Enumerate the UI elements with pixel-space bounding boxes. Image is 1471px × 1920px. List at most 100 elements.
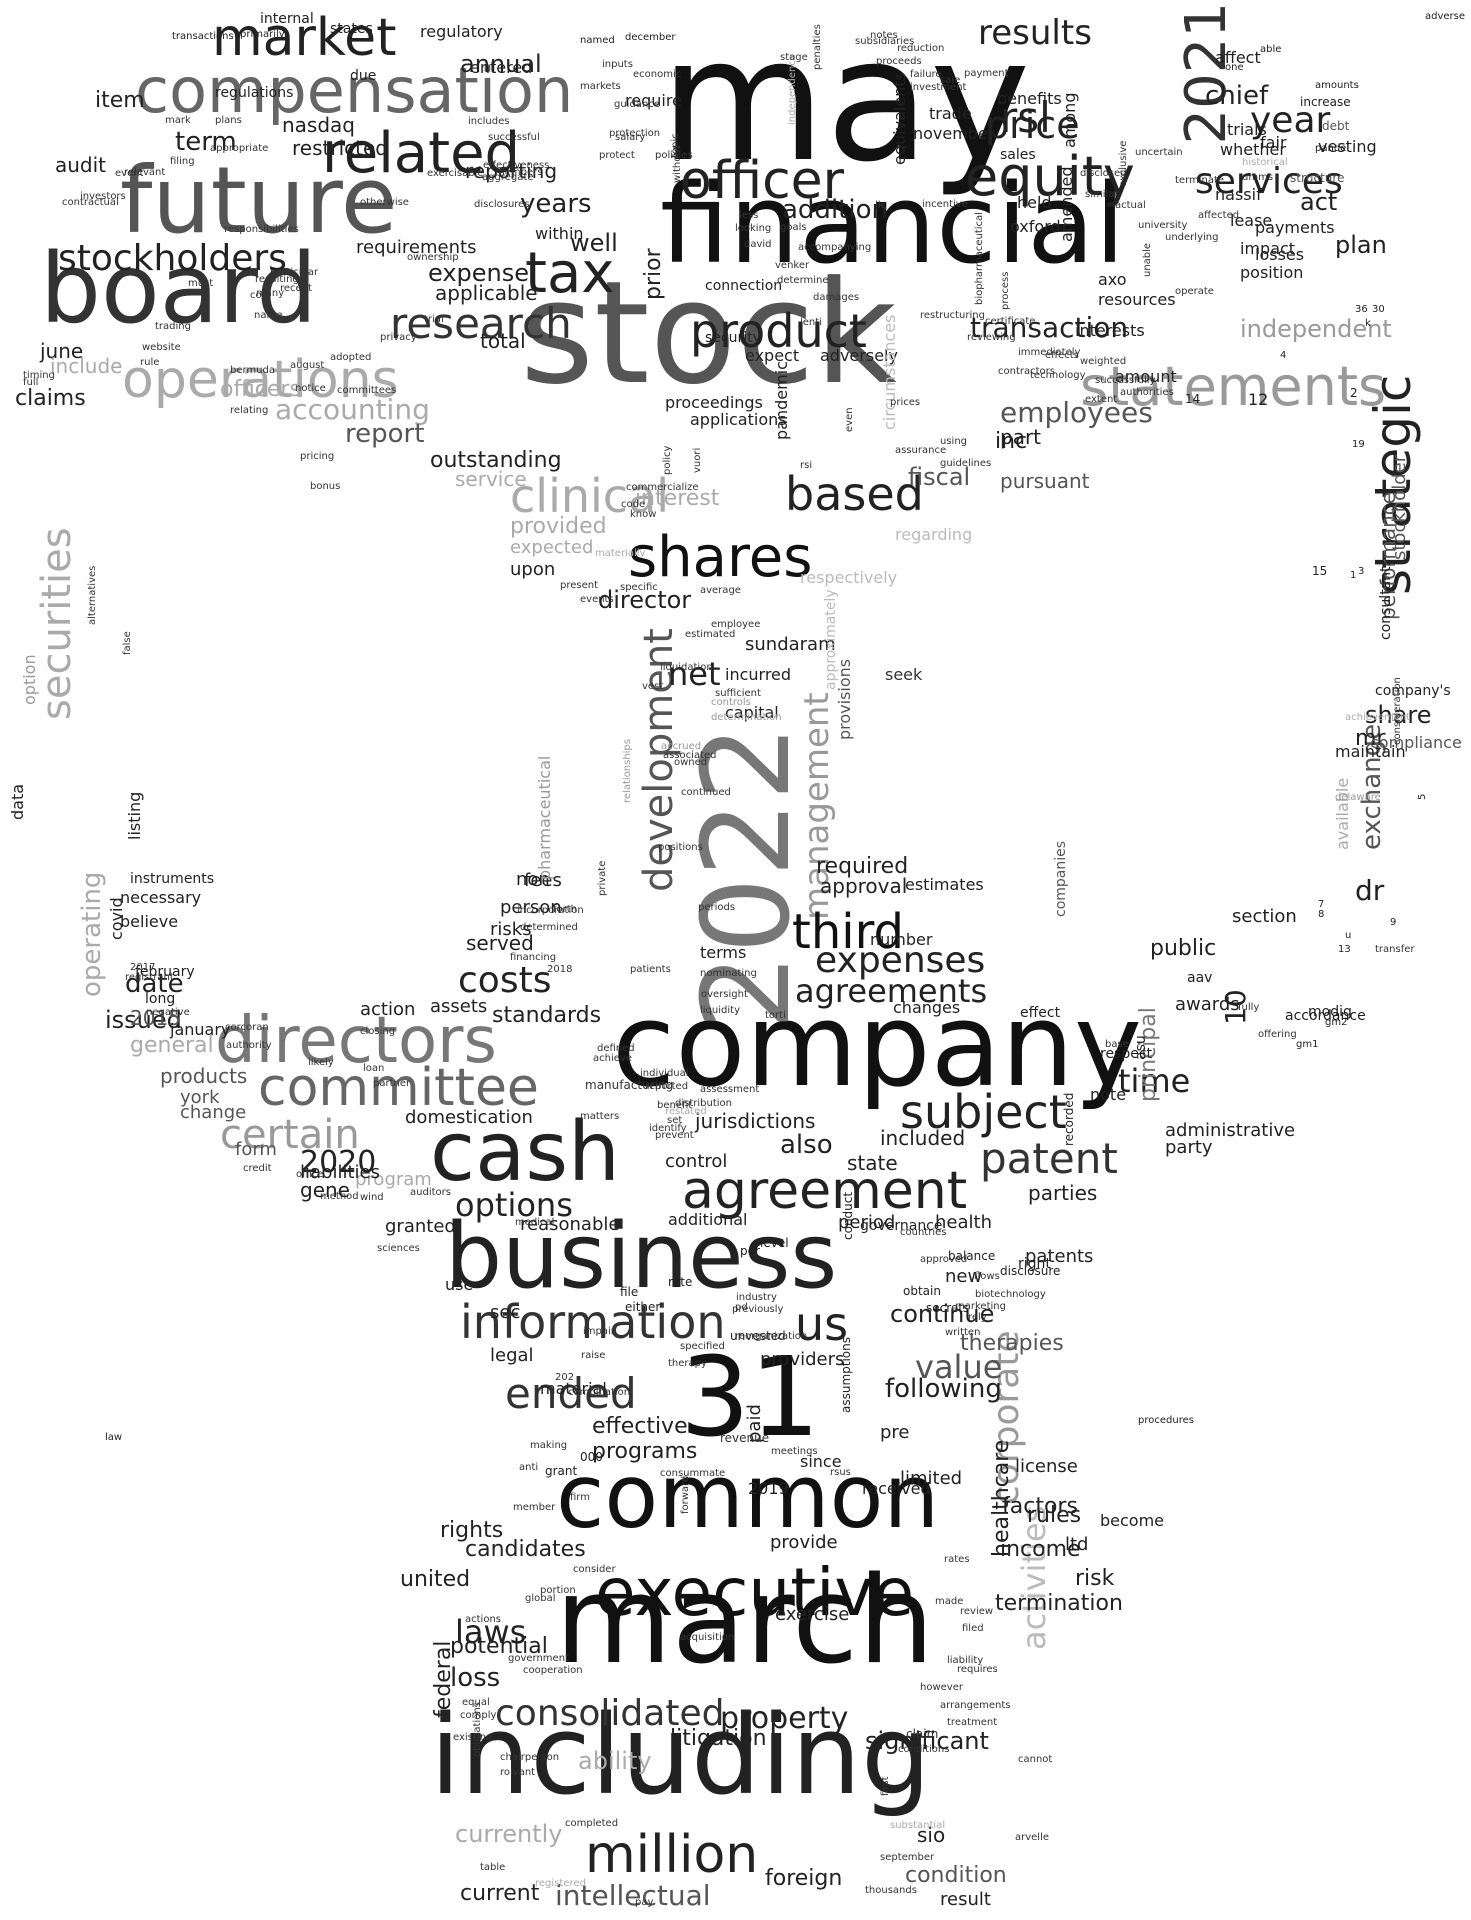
word-market: market	[212, 8, 397, 68]
word-price: price	[985, 103, 1080, 147]
word-grant: grant	[545, 1464, 578, 1478]
word-results: results	[978, 13, 1092, 53]
word-providers: providers	[760, 1349, 844, 1370]
word-approved: approved	[920, 1254, 967, 1265]
word-vuori: vuori	[692, 448, 703, 473]
word-ownership: ownership	[407, 252, 459, 263]
word-marketing: marketing	[955, 1301, 1006, 1312]
word-gm2: gm2	[1325, 1017, 1347, 1028]
word-independent: independent	[1240, 315, 1392, 343]
word-factors: factors	[1002, 1494, 1078, 1519]
word-reasonable: reasonable	[520, 1214, 619, 1235]
word-written: written	[945, 1327, 980, 1338]
word-reduction: reduction	[897, 43, 944, 54]
word-intellectual: intellectual	[555, 1879, 711, 1912]
word-trials: trials	[1227, 120, 1267, 139]
word-average: average	[700, 585, 741, 596]
word-services: services	[1195, 161, 1343, 202]
word-protection: protection	[609, 128, 660, 139]
word-years: years	[520, 189, 592, 219]
word-chief: chief	[1205, 81, 1269, 111]
word-4: 4	[1280, 350, 1286, 361]
word-reporting: reporting	[465, 159, 557, 183]
word-trial: trial	[424, 314, 444, 325]
word-necessary: necessary	[120, 888, 201, 907]
word-pharmaceutical: pharmaceutical	[535, 756, 554, 880]
word-current: current	[460, 1881, 540, 1906]
word-expense: expense	[428, 259, 529, 287]
word-stage: stage	[780, 52, 808, 63]
word-contractual: contractual	[62, 197, 119, 208]
word-part: part	[1000, 425, 1041, 449]
word-adverse: adverse	[1425, 11, 1465, 22]
word-relevant: relevant	[124, 167, 165, 178]
word-may: may	[660, 2, 1030, 200]
word-approval: approval	[820, 874, 907, 898]
word-assurance: assurance	[895, 445, 946, 456]
word-become: become	[1100, 1511, 1164, 1530]
word-additional: additional	[668, 1210, 747, 1229]
word-event: event	[115, 168, 144, 179]
word-office: office	[296, 1169, 323, 1180]
word-public: public	[1150, 936, 1216, 961]
word-applications: applications	[690, 410, 787, 429]
word-report: report	[345, 419, 424, 449]
word-benefit: benefit	[657, 1100, 692, 1111]
word-assets: assets	[430, 996, 487, 1017]
word-estimated: estimated	[685, 629, 735, 640]
word-financial: financial	[660, 160, 1125, 288]
word-interests: interests	[1075, 321, 1145, 340]
word-state: state	[847, 1151, 898, 1175]
word-private: private	[597, 861, 608, 896]
word-name: name	[254, 310, 282, 321]
word-corporate: corporate	[986, 1330, 1027, 1505]
word-substantial: substantial	[890, 1820, 945, 1831]
word-2021: 2021	[1174, 2, 1239, 145]
word-rsl: rsl	[1000, 93, 1051, 142]
word-exclusive: exclusive	[1118, 141, 1129, 187]
word-asu: asu	[1133, 1035, 1149, 1060]
word-material: material	[540, 1379, 607, 1398]
word-exercise: exercise	[775, 1604, 849, 1625]
word-transactions: transactions	[172, 31, 234, 42]
word-appropriate: appropriate	[210, 143, 268, 154]
word-received: received	[862, 1479, 931, 1498]
word-rsi: rsi	[800, 460, 812, 471]
word-million: million	[585, 1825, 758, 1885]
word-option: option	[20, 654, 39, 705]
word-bermuda: bermuda	[230, 365, 275, 376]
word-sciences: sciences	[377, 1243, 420, 1254]
word-development: development	[636, 628, 682, 892]
word-uncertain: uncertain	[1135, 147, 1183, 158]
word-total: total	[480, 329, 526, 353]
word-product: product	[690, 304, 867, 358]
word-party: party	[1165, 1137, 1213, 1158]
word-immediately: immediately	[1018, 347, 1081, 358]
word-relating: relating	[230, 405, 268, 416]
word-certificate: certificate	[985, 316, 1035, 327]
word-circumstances: circumstances	[880, 314, 899, 430]
word-shares: shares	[628, 525, 812, 590]
word-ability: ability	[578, 1747, 652, 1775]
word-york: york	[180, 1087, 220, 1108]
word-first: first	[880, 1776, 891, 1796]
word-loss: loss	[450, 1663, 500, 1693]
word-held: held	[1017, 193, 1052, 212]
word-data: data	[8, 784, 27, 820]
word-proceeds: proceeds	[876, 56, 922, 67]
word-approximately: approximately	[823, 589, 839, 690]
word-debt: debt	[1322, 119, 1350, 133]
word-events: events	[580, 594, 614, 605]
word-prices: prices	[890, 397, 920, 408]
word-david: david	[744, 239, 772, 250]
word-instruments: instruments	[130, 871, 214, 887]
word-cooperation: cooperation	[523, 1665, 583, 1676]
word-treatment: treatment	[947, 1717, 997, 1728]
word-officer: officer	[680, 151, 845, 211]
word-adopted: adopted	[330, 352, 371, 363]
word-among: among	[1060, 93, 1079, 148]
word-legal: legal	[490, 1345, 534, 1366]
word-3: 3	[1358, 566, 1364, 577]
word-directors: directors	[215, 1004, 497, 1078]
word-increase: increase	[1300, 95, 1351, 109]
